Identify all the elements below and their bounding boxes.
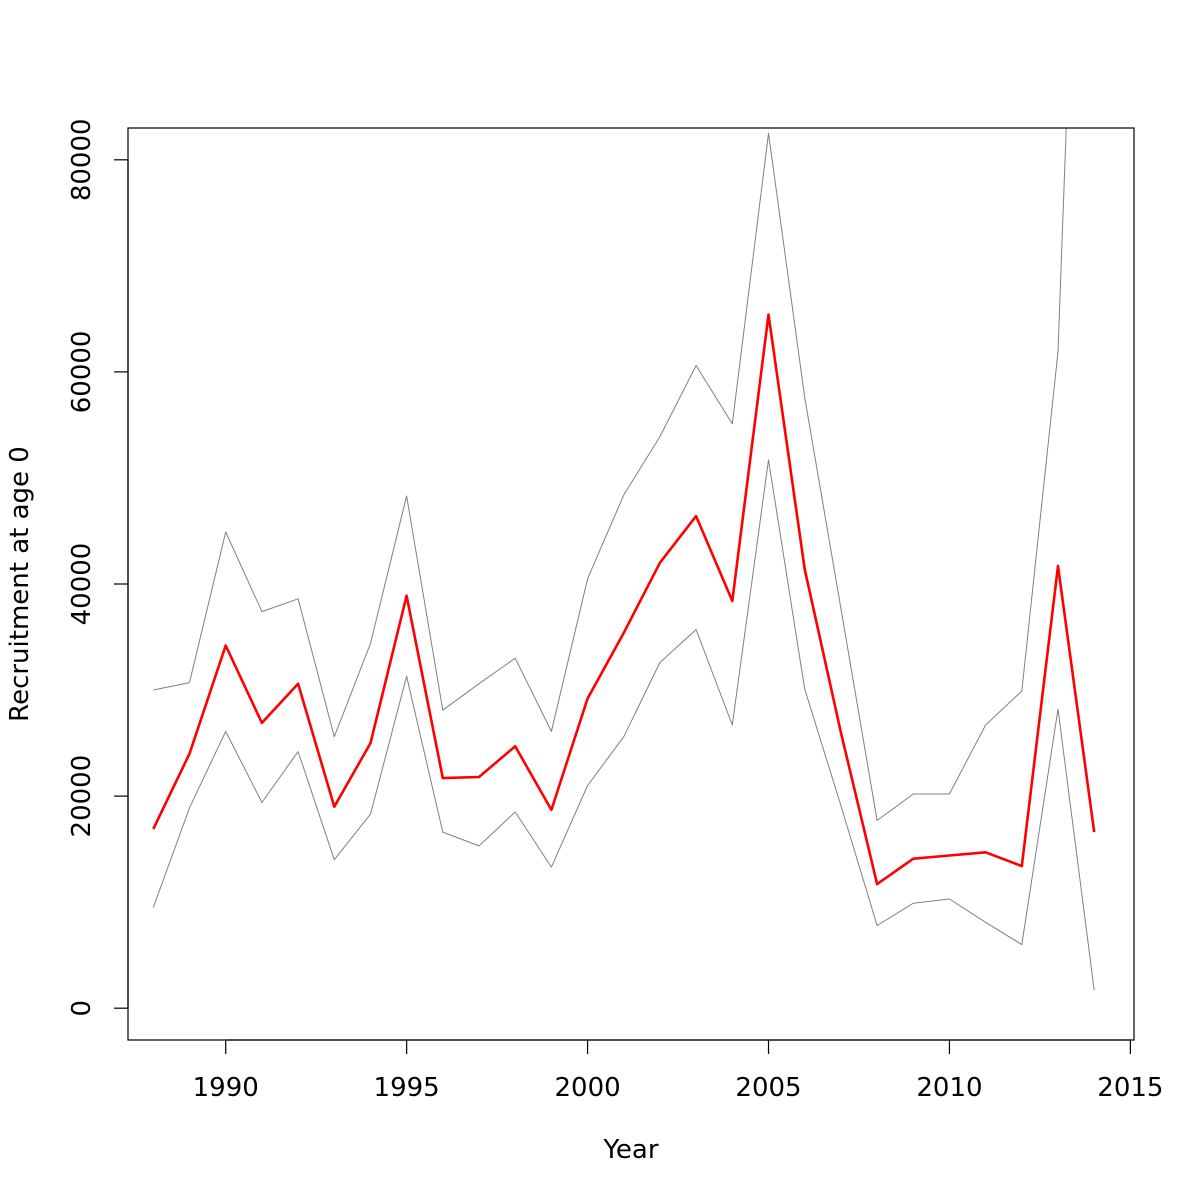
x-tick-label: 2015 bbox=[1097, 1073, 1163, 1103]
y-axis-title: Recruitment at age 0 bbox=[5, 446, 35, 722]
series-line-upper bbox=[153, 128, 1067, 821]
x-tick-label: 1995 bbox=[374, 1073, 440, 1103]
x-axis-title: Year bbox=[602, 1135, 658, 1165]
x-tick-label: 2010 bbox=[916, 1073, 982, 1103]
y-tick-label: 20000 bbox=[67, 755, 97, 838]
axes-layer: 1990 1995 2000 2005 2010 2015 0 20000 40000 60000… bbox=[67, 118, 1163, 1103]
y-tick-label: 60000 bbox=[67, 331, 97, 414]
x-tick-label: 1990 bbox=[193, 1073, 259, 1103]
y-tick-label: 40000 bbox=[67, 543, 97, 626]
y-tick-label: 0 bbox=[67, 1000, 97, 1017]
series-line-lower bbox=[152, 459, 1095, 991]
x-tick-label: 2005 bbox=[735, 1073, 801, 1103]
y-tick-label: 80000 bbox=[67, 118, 97, 201]
plot-frame bbox=[127, 127, 1135, 1041]
series-layer bbox=[152, 128, 1096, 991]
series-line-estimate bbox=[152, 313, 1096, 886]
x-tick-label: 2000 bbox=[554, 1073, 620, 1103]
